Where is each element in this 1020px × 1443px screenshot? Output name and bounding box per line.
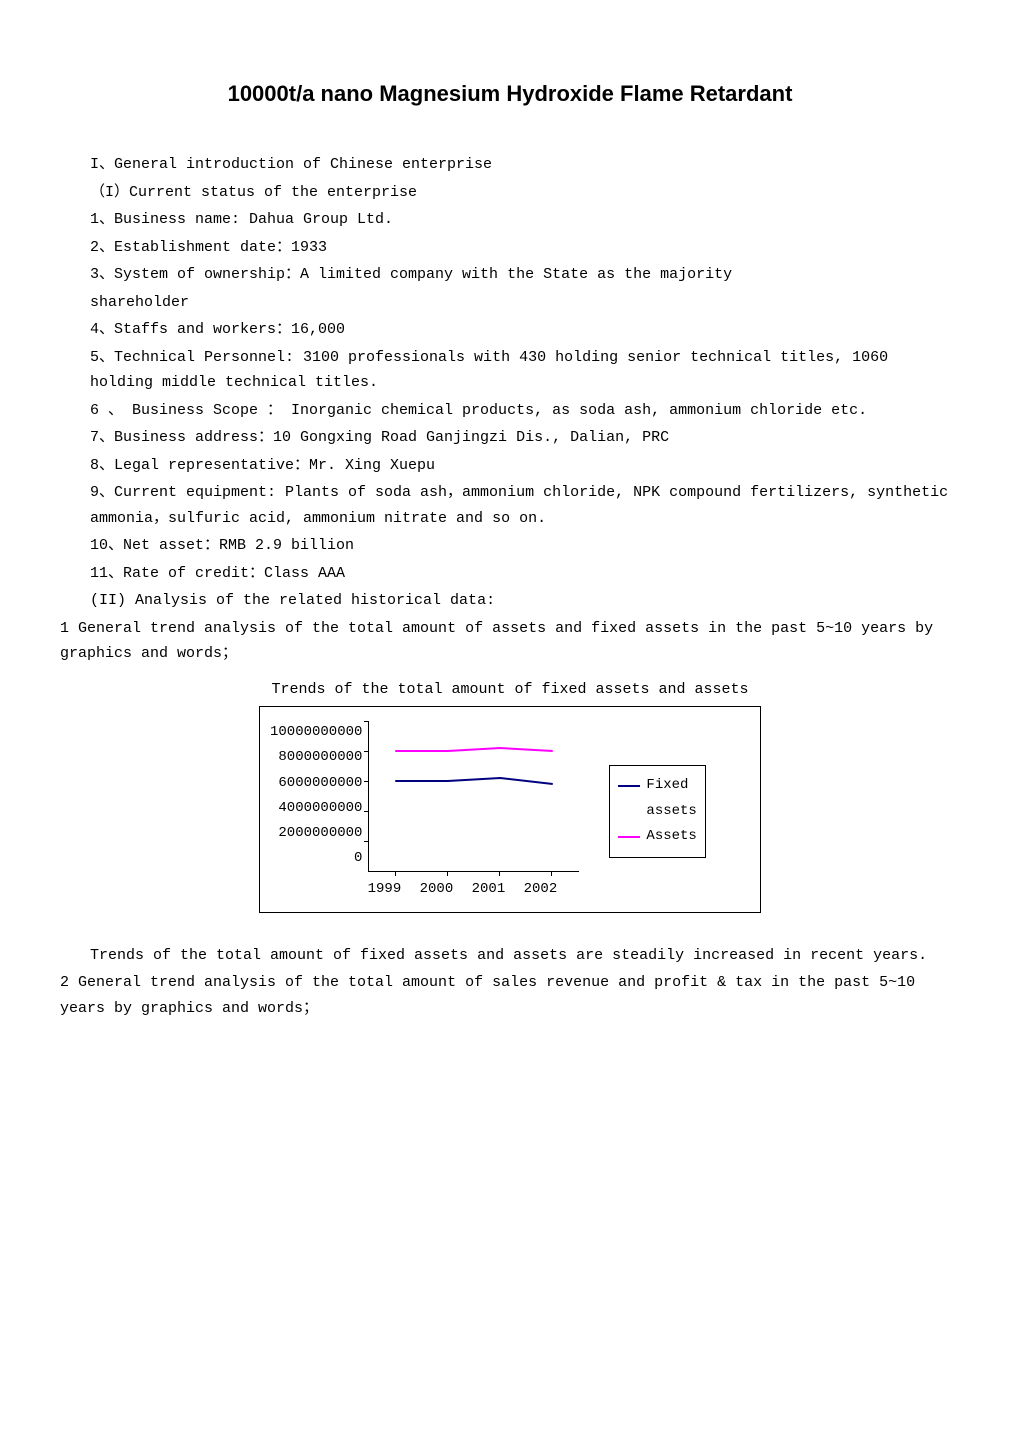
chart-legend: Fixed assets Assets — [609, 765, 705, 858]
list-item: 2、Establishment date：1933 — [90, 235, 960, 261]
legend-label: assets — [646, 800, 696, 824]
legend-item: Fixed — [618, 774, 696, 798]
list-item: 3、System of ownership：A limited company … — [90, 262, 960, 288]
list-item: 7、Business address：10 Gongxing Road Ganj… — [90, 425, 960, 451]
y-tick-label: 2000000000 — [270, 822, 362, 846]
y-tick-label: 0 — [270, 847, 362, 871]
legend-label: Fixed — [646, 774, 688, 798]
y-tick-label: 4000000000 — [270, 797, 362, 821]
list-item: 10、Net asset：RMB 2.9 billion — [90, 533, 960, 559]
x-tick-label: 1999 — [358, 878, 410, 902]
y-tick-label: 6000000000 — [270, 772, 362, 796]
list-item: 8、Legal representative：Mr. Xing Xuepu — [90, 453, 960, 479]
legend-item: Assets — [618, 825, 696, 849]
subsection-heading-2: (II) Analysis of the related historical … — [90, 588, 960, 614]
legend-item: assets — [646, 800, 696, 824]
list-item: 6 、 Business Scope ： Inorganic chemical … — [90, 398, 960, 424]
section-heading-1: I、General introduction of Chinese enterp… — [90, 152, 960, 178]
list-item: 4、Staffs and workers：16,000 — [90, 317, 960, 343]
x-tick-label: 2000 — [410, 878, 462, 902]
list-item: 11、Rate of credit：Class AAA — [90, 561, 960, 587]
x-tick-label: 2001 — [462, 878, 514, 902]
page-title: 10000t/a nano Magnesium Hydroxide Flame … — [60, 75, 960, 112]
y-tick-label: 10000000000 — [270, 721, 362, 745]
x-tick-label: 2002 — [514, 878, 566, 902]
list-item: shareholder — [90, 290, 960, 316]
y-tick-label: 8000000000 — [270, 746, 362, 770]
legend-swatch — [618, 836, 640, 838]
plot-area — [368, 721, 579, 872]
chart-lines — [369, 721, 579, 871]
analysis-item: 1 General trend analysis of the total am… — [60, 616, 960, 667]
list-item: 5、Technical Personnel: 3100 professional… — [90, 345, 960, 396]
y-axis-labels: 10000000000 8000000000 6000000000 400000… — [270, 721, 362, 871]
analysis-item: 2 General trend analysis of the total am… — [60, 970, 960, 1021]
legend-label: Assets — [646, 825, 696, 849]
subsection-heading-1: （I）Current status of the enterprise — [90, 180, 960, 206]
legend-swatch — [618, 785, 640, 787]
list-item: 9、Current equipment: Plants of soda ash，… — [90, 480, 960, 531]
list-item: 1、Business name: Dahua Group Ltd. — [90, 207, 960, 233]
trend-text: Trends of the total amount of fixed asse… — [90, 943, 960, 969]
line-chart: 10000000000 8000000000 6000000000 400000… — [259, 706, 761, 913]
chart-title: Trends of the total amount of fixed asse… — [60, 677, 960, 703]
x-axis-labels: 1999 2000 2001 2002 — [358, 878, 579, 902]
